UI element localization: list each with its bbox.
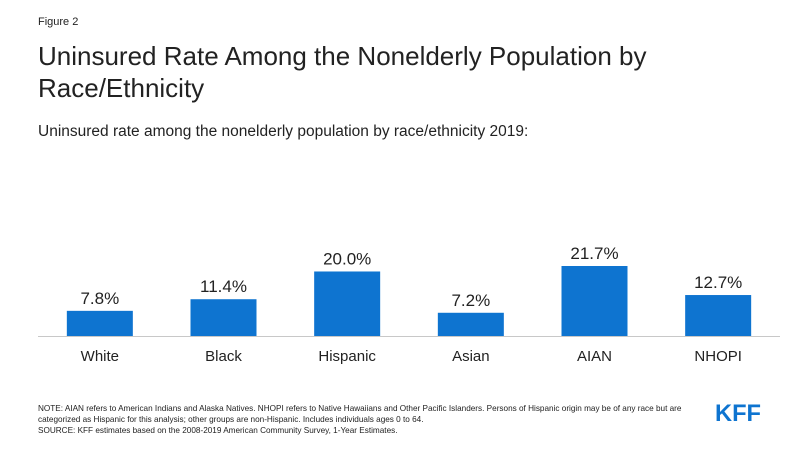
bar-white xyxy=(66,310,133,336)
footnotes: NOTE: AIAN refers to American Indians an… xyxy=(38,403,698,436)
bar-chart: 7.8% White 11.4% Black 20.0% Hispanic 7.2% Asia… xyxy=(38,244,780,365)
category-label-aian: AIAN xyxy=(577,348,612,365)
kff-logo-text: KFF xyxy=(715,401,761,423)
chart-title: Uninsured Rate Among the Nonelderly Popu… xyxy=(38,41,647,103)
data-label-black: 11.4% xyxy=(200,277,247,296)
bar-nhopi xyxy=(685,295,752,336)
figure-label: Figure 2 xyxy=(38,16,79,28)
source-text: SOURCE: KFF estimates based on the 2008-… xyxy=(38,426,398,435)
bar-asian xyxy=(437,312,504,336)
data-label-asian: 7.2% xyxy=(451,291,490,310)
bar-black xyxy=(190,299,257,336)
data-label-white: 7.8% xyxy=(80,289,119,308)
category-label-black: Black xyxy=(205,348,242,365)
kff-logo: KFF xyxy=(715,401,761,423)
category-label-asian: Asian xyxy=(452,348,490,365)
data-label-nhopi: 12.7% xyxy=(694,273,742,292)
chart-subtitle: Uninsured rate among the nonelderly popu… xyxy=(38,123,529,140)
bar-hispanic xyxy=(314,271,381,336)
category-label-nhopi: NHOPI xyxy=(694,348,742,365)
category-label-hispanic: Hispanic xyxy=(318,348,376,365)
bar-aian xyxy=(561,266,628,336)
data-label-hispanic: 20.0% xyxy=(323,249,371,268)
data-label-aian: 21.7% xyxy=(570,244,618,263)
category-label-white: White xyxy=(81,348,119,365)
note-text: NOTE: AIAN refers to American Indians an… xyxy=(38,404,682,424)
